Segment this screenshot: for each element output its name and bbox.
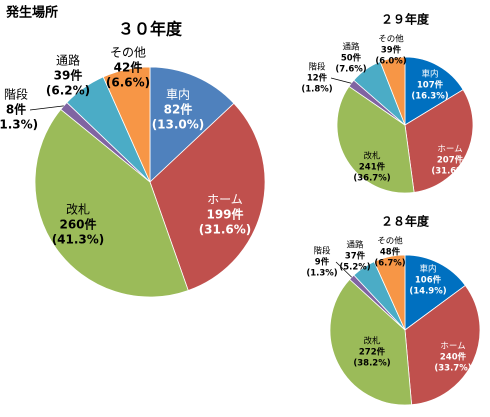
pie-slice bbox=[149, 102, 266, 291]
slice-label: 階段 bbox=[4, 87, 28, 102]
share-label: (1.3%) bbox=[306, 269, 337, 279]
pie-slice bbox=[329, 278, 413, 406]
slice-label: 改札 bbox=[363, 151, 381, 162]
count-label: 42件 bbox=[114, 60, 143, 75]
share-label: (31.6%) bbox=[431, 167, 468, 177]
slice-label: 通路 bbox=[342, 42, 360, 53]
pie-slice bbox=[34, 108, 189, 298]
share-label: (38.2%) bbox=[353, 359, 390, 369]
count-label: 106件 bbox=[415, 275, 442, 286]
share-label: (33.7%) bbox=[434, 364, 471, 374]
slice-label: 車内 bbox=[419, 264, 436, 275]
slice-label: 改札 bbox=[66, 203, 90, 217]
share-label: (6.2%) bbox=[46, 84, 90, 98]
count-label: 39件 bbox=[381, 45, 402, 56]
share-label: (41.3%) bbox=[52, 233, 105, 247]
slice-label: ホーム bbox=[207, 193, 243, 207]
chart-title: ２８年度 bbox=[381, 214, 430, 229]
leader-line bbox=[330, 77, 352, 84]
share-label: (5.2%) bbox=[339, 263, 370, 273]
slice-label: ホーム bbox=[437, 145, 462, 155]
pie-slice bbox=[404, 284, 481, 406]
slice-label: 通路 bbox=[56, 53, 80, 68]
chart-title: ２９年度 bbox=[381, 12, 430, 27]
count-label: 8件 bbox=[6, 102, 26, 117]
pie-slice bbox=[404, 89, 474, 193]
share-label: (1.3%) bbox=[0, 118, 38, 132]
slice-label: 階段 bbox=[313, 246, 331, 257]
count-label: 241件 bbox=[359, 162, 386, 173]
count-label: 207件 bbox=[437, 155, 464, 166]
leader-line bbox=[29, 105, 64, 111]
share-label: (6.7%) bbox=[374, 259, 405, 269]
pie-slice bbox=[379, 56, 406, 126]
share-label: (16.3%) bbox=[411, 92, 448, 102]
pie-slice bbox=[373, 254, 406, 331]
slice-label: ホーム bbox=[440, 342, 465, 352]
share-label: (13.0%) bbox=[152, 118, 205, 132]
count-label: 240件 bbox=[440, 352, 467, 363]
count-label: 199件 bbox=[206, 207, 243, 222]
pie-slice bbox=[102, 66, 151, 183]
slice-label: 改札 bbox=[363, 336, 381, 347]
slice-label: その他 bbox=[378, 34, 404, 45]
share-label: (7.6%) bbox=[335, 65, 366, 75]
slice-label: 車内 bbox=[421, 69, 438, 80]
count-label: 9件 bbox=[315, 257, 330, 268]
count-label: 12件 bbox=[307, 73, 328, 84]
count-label: 272件 bbox=[359, 347, 386, 358]
count-label: 82件 bbox=[164, 102, 193, 117]
count-label: 50件 bbox=[341, 53, 362, 64]
share-label: (6.6%) bbox=[106, 76, 150, 90]
chart-title: ３０年度 bbox=[118, 20, 183, 39]
pie-slice bbox=[336, 85, 415, 194]
count-label: 260件 bbox=[59, 217, 96, 232]
pie-slice bbox=[404, 56, 464, 126]
slice-label: その他 bbox=[377, 236, 403, 247]
pie-slice bbox=[404, 254, 466, 331]
count-label: 39件 bbox=[54, 68, 83, 83]
count-label: 48件 bbox=[380, 247, 401, 258]
slice-label: 階段 bbox=[308, 62, 326, 73]
page-title: 発生場所 bbox=[5, 5, 58, 21]
share-label: (36.7%) bbox=[353, 174, 390, 184]
pie-slice bbox=[149, 66, 235, 183]
share-label: (31.6%) bbox=[199, 223, 252, 237]
slice-label: 車内 bbox=[166, 88, 190, 102]
share-label: (6.0%) bbox=[375, 57, 406, 67]
slice-label: その他 bbox=[110, 46, 146, 60]
count-label: 107件 bbox=[417, 80, 444, 91]
share-label: (14.9%) bbox=[409, 287, 446, 297]
leader-line bbox=[335, 261, 352, 278]
count-label: 37件 bbox=[345, 251, 366, 262]
slice-label: 通路 bbox=[346, 240, 364, 251]
share-label: (1.8%) bbox=[301, 85, 332, 95]
